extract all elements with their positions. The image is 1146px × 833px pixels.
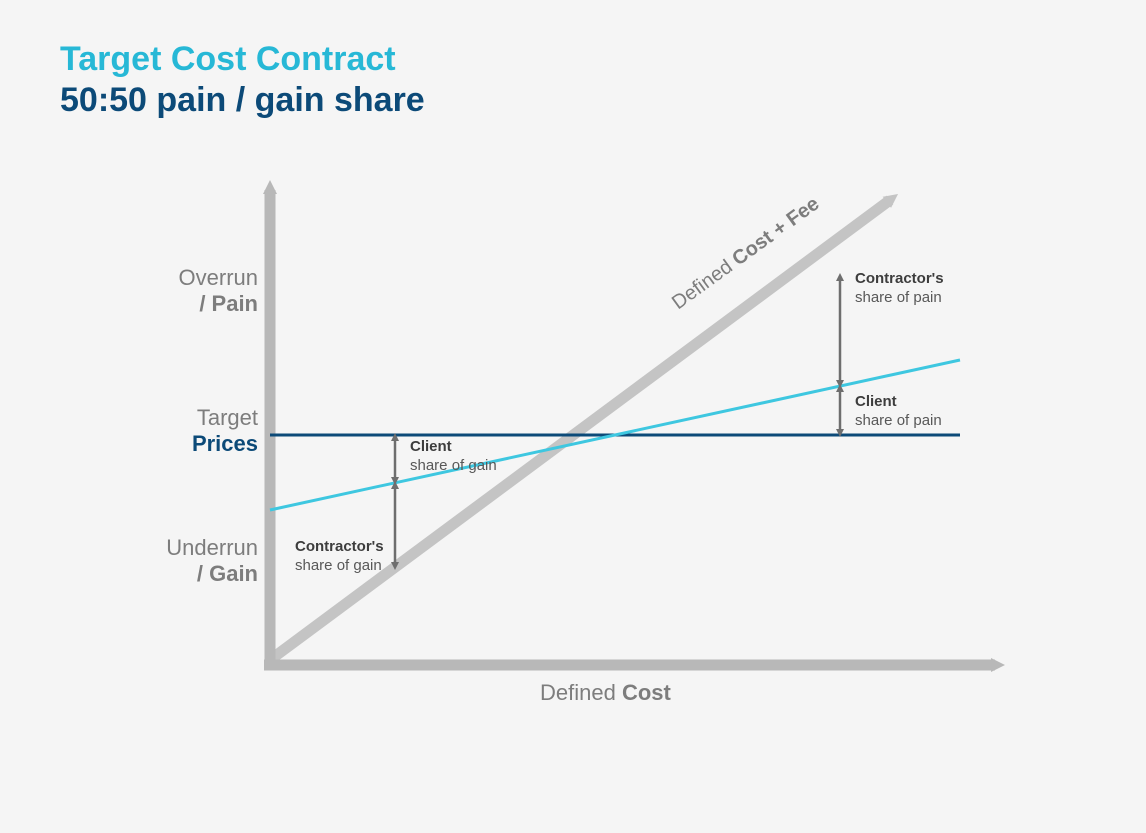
y-label-target: Target [192,405,258,431]
y-label-overrun-pain: Overrun / Pain [179,265,258,317]
x-axis-label-bold: Cost [622,680,671,705]
cost-fee-label: Defined Cost + Fee [668,193,823,314]
annot-client-pain-bold: Client [855,393,897,410]
x-axis-label-prefix: Defined [540,680,622,705]
y-label-underrun: Underrun [166,535,258,561]
title-block: Target Cost Contract 50:50 pain / gain s… [60,40,425,120]
annot-client-pain-rest: share of pain [855,412,942,429]
y-label-pain: / Pain [179,291,258,317]
annot-contractor-gain-rest: share of gain [295,557,382,574]
y-label-underrun-gain: Underrun / Gain [166,535,258,587]
annot-contractor-gain: Contractor's share of gain [295,538,384,576]
title-line1: Target Cost Contract [60,40,425,79]
annot-contractor-pain-bold: Contractor's [855,270,944,287]
title-line2: 50:50 pain / gain share [60,81,425,120]
y-label-target-prices: Target Prices [192,405,258,457]
chart: Overrun / Pain Target Prices Underrun / … [140,180,1010,740]
annot-contractor-pain: Contractor's share of pain [855,270,944,308]
annot-client-gain-rest: share of gain [410,457,497,474]
cost-fee-line [270,200,890,660]
y-label-overrun: Overrun [179,265,258,291]
annot-client-pain: Client share of pain [855,393,942,431]
annot-contractor-pain-rest: share of pain [855,289,942,306]
annot-contractor-gain-bold: Contractor's [295,538,384,555]
x-axis-label: Defined Cost [540,680,671,706]
annot-client-gain-bold: Client [410,438,452,455]
y-label-prices: Prices [192,431,258,457]
y-label-gain: / Gain [166,561,258,587]
cost-fee-label-prefix: Defined [668,252,741,314]
chart-svg: Defined Cost + Fee [140,180,1010,740]
page: Target Cost Contract 50:50 pain / gain s… [0,0,1146,833]
annot-client-gain: Client share of gain [410,438,497,476]
